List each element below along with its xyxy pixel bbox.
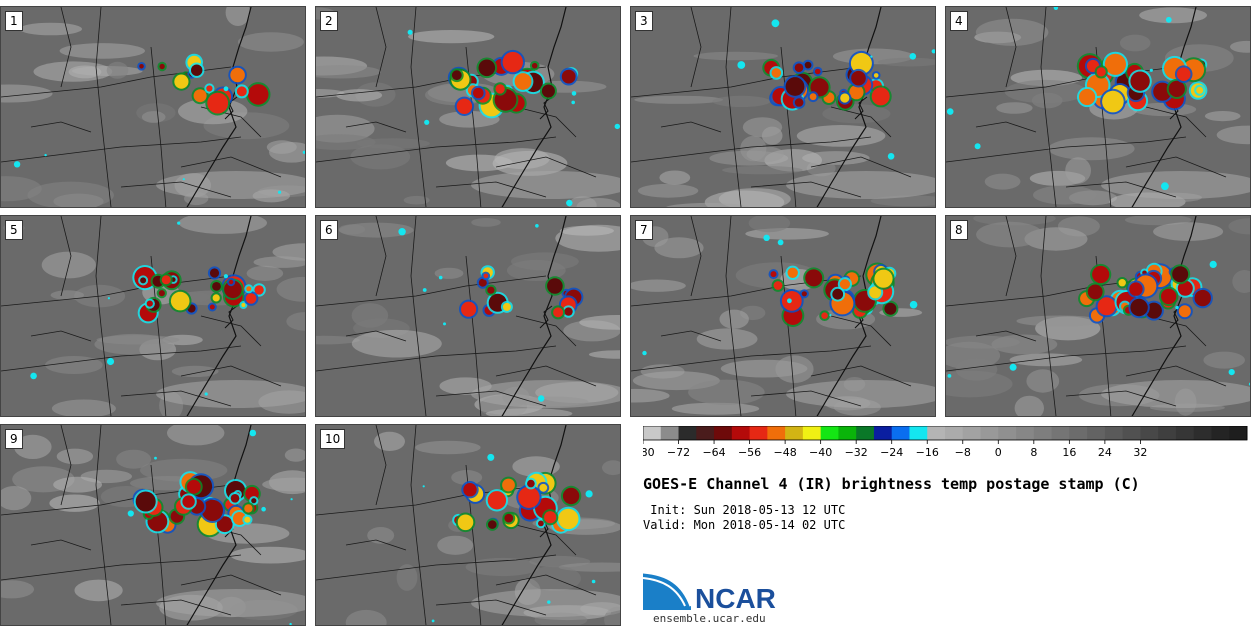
colorbar-segment — [998, 426, 1017, 440]
satellite-map — [946, 216, 1250, 416]
satellite-map — [946, 7, 1250, 207]
colorbar-tick-label: −72 — [667, 446, 690, 459]
panel-label: 1 — [5, 11, 23, 31]
init-time: Init: Sun 2018-05-13 12 UTC — [643, 503, 846, 517]
colorbar-tick-label: −56 — [738, 446, 761, 459]
colorbar-segment — [962, 426, 982, 440]
panel-label: 5 — [5, 220, 23, 240]
panel-label: 4 — [950, 11, 968, 31]
colorbar-segment — [785, 426, 804, 440]
forecast-map-panel: 6 — [315, 215, 621, 417]
forecast-map-panel: 1 — [0, 6, 306, 208]
colorbar-tick-label: 0 — [995, 446, 1002, 459]
forecast-map-panel: 5 — [0, 215, 306, 417]
colorbar-tick-label: 32 — [1133, 446, 1147, 459]
forecast-map-panel: 3 — [630, 6, 936, 208]
colorbar-tick-label: −40 — [809, 446, 832, 459]
colorbar-segment — [1122, 426, 1141, 440]
colorbar-segment — [1069, 426, 1088, 440]
colorbar-segment — [1051, 426, 1070, 440]
panel-label: 6 — [320, 220, 338, 240]
colorbar-segment — [696, 426, 715, 440]
panel-label: 2 — [320, 11, 338, 31]
panel-label: 8 — [950, 220, 968, 240]
colorbar-tick-label: −80 — [643, 446, 655, 459]
satellite-map — [1, 7, 305, 207]
satellite-map — [316, 425, 620, 625]
colorbar-segment — [802, 426, 822, 440]
colorbar-segment — [731, 426, 751, 440]
logo-url: ensemble.ucar.edu — [653, 612, 766, 625]
colorbar-segment — [980, 426, 999, 440]
colorbar-segment — [1193, 426, 1212, 440]
colorbar-tick-label: 24 — [1098, 446, 1112, 459]
colorbar-tick-label: 8 — [1030, 446, 1037, 459]
figure-title: GOES-E Channel 4 (IR) brightness temp po… — [643, 475, 1140, 493]
colorbar-segment — [873, 426, 893, 440]
colorbar-tick-label: −32 — [845, 446, 868, 459]
satellite-map — [316, 216, 620, 416]
colorbar-segment — [767, 426, 786, 440]
panel-label: 7 — [635, 220, 653, 240]
colorbar-segment — [1087, 426, 1106, 440]
colorbar-segment — [1104, 426, 1124, 440]
colorbar-segment — [927, 426, 946, 440]
colorbar-segment — [660, 426, 680, 440]
colorbar-segment — [749, 426, 768, 440]
panel-label: 3 — [635, 11, 653, 31]
forecast-map-panel: 8 — [945, 215, 1251, 417]
colorbar-segment — [909, 426, 928, 440]
colorbar-tick-label: 16 — [1062, 446, 1076, 459]
colorbar-segment — [1016, 426, 1035, 440]
colorbar-segment — [1140, 426, 1159, 440]
panel-label: 10 — [320, 429, 346, 449]
colorbar-segment — [714, 426, 733, 440]
satellite-map — [631, 216, 935, 416]
forecast-map-panel: 10 — [315, 424, 621, 626]
colorbar-segment — [1211, 426, 1230, 440]
satellite-map — [1, 216, 305, 416]
colorbar-tick-label: −64 — [702, 446, 725, 459]
colorbar-segment — [1033, 426, 1053, 440]
forecast-map-panel: 4 — [945, 6, 1251, 208]
valid-time: Valid: Mon 2018-05-14 02 UTC — [643, 518, 846, 532]
logo-text: NCAR — [695, 583, 776, 614]
colorbar-segment — [945, 426, 964, 440]
satellite-map — [1, 425, 305, 625]
panel-label: 9 — [5, 429, 23, 449]
colorbar-segment — [678, 426, 697, 440]
colorbar-segment — [838, 426, 857, 440]
colorbar-tick-label: −48 — [774, 446, 797, 459]
forecast-map-panel: 9 — [0, 424, 306, 626]
colorbar-segment — [891, 426, 910, 440]
ncar-logo-icon — [643, 570, 693, 610]
forecast-map-panel: 7 — [630, 215, 936, 417]
colorbar-segment — [1158, 426, 1177, 440]
satellite-map — [316, 7, 620, 207]
colorbar-tick-label: −8 — [955, 446, 971, 459]
colorbar-segment — [856, 426, 875, 440]
forecast-map-panel: 2 — [315, 6, 621, 208]
satellite-map — [631, 7, 935, 207]
colorbar-segment — [820, 426, 839, 440]
colorbar-tick-label: −16 — [916, 446, 939, 459]
colorbar-tick-label: −24 — [880, 446, 903, 459]
colorbar-segment — [1229, 426, 1248, 440]
colorbar-segment — [643, 426, 662, 440]
colorbar-segment — [1175, 426, 1195, 440]
